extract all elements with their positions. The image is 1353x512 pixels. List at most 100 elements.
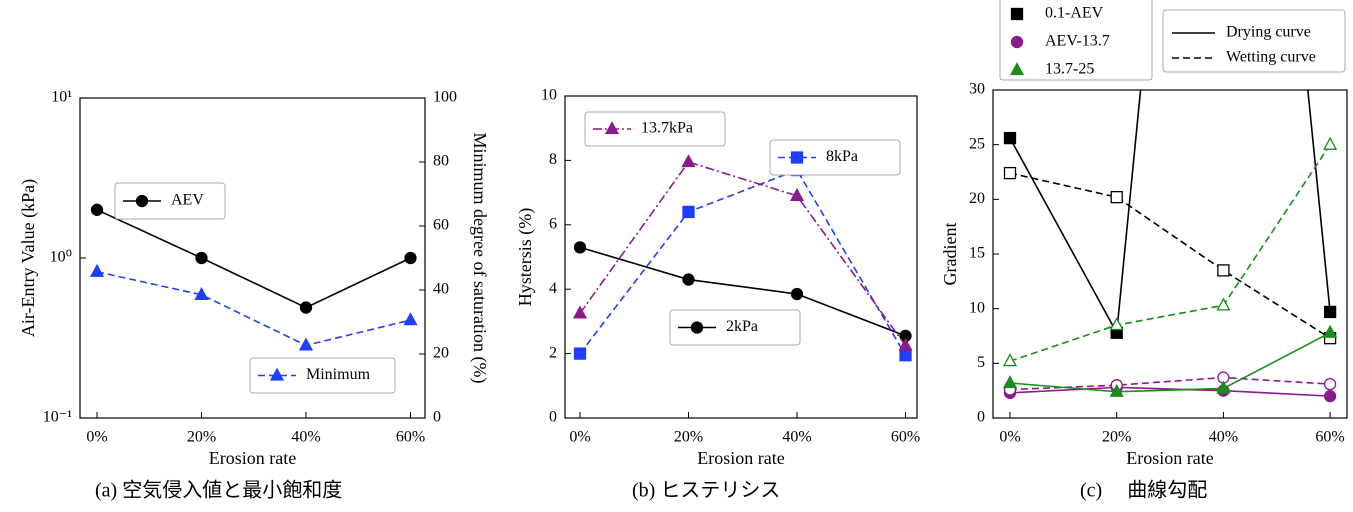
y-axis-label: Gradient: [940, 223, 960, 286]
y2-tick-label: 40: [433, 281, 449, 298]
y2-tick-label: 100: [433, 89, 457, 106]
marker: [604, 121, 620, 135]
y-tick-label: 6: [549, 215, 557, 232]
y2-tick-label: 60: [433, 217, 449, 234]
y-tick-label: 15: [969, 245, 985, 262]
series-line: [96, 270, 411, 347]
marker: [195, 251, 208, 265]
marker: [1010, 35, 1024, 49]
marker: [573, 347, 587, 360]
marker: [1217, 264, 1230, 277]
marker: [1323, 136, 1338, 150]
legend-box: [999, 0, 1153, 81]
y-tick-label: 2: [549, 344, 557, 361]
series-line: [96, 209, 411, 309]
y-tick-label: 8: [549, 151, 557, 168]
series-line: [1009, 386, 1331, 397]
series-line: [1009, 376, 1331, 391]
legend-label: 2kPa: [726, 318, 758, 335]
marker: [1109, 383, 1124, 397]
marker: [682, 273, 695, 286]
y-tick-label: 20: [969, 190, 985, 207]
marker: [90, 203, 104, 216]
y-tick-label: 5: [977, 354, 985, 371]
y2-axis-label: Minimum degree of saturation (%): [469, 133, 490, 384]
marker: [1323, 324, 1338, 338]
x-tick-label: 0%: [86, 429, 107, 446]
marker: [1002, 353, 1018, 367]
marker: [1003, 166, 1017, 180]
marker: [194, 286, 209, 300]
marker: [403, 312, 418, 326]
caption: (a) 空気侵入値と最小飽和度: [95, 479, 342, 502]
y-tick-label: 4: [549, 280, 557, 297]
legend-box: [769, 139, 901, 176]
marker: [573, 241, 587, 254]
legend-label: 13.7kPa: [641, 120, 693, 137]
marker: [681, 154, 696, 168]
marker: [1010, 7, 1024, 21]
marker: [1110, 190, 1123, 204]
x-tick-label: 40%: [1209, 429, 1238, 446]
marker: [789, 187, 805, 201]
marker: [899, 349, 912, 362]
y2-tick-label: 20: [433, 345, 449, 362]
plot-area: [89, 203, 418, 351]
x-tick-label: 60%: [396, 429, 425, 446]
plot-area: [572, 154, 913, 362]
y-tick-label: 10: [969, 299, 985, 316]
marker: [1009, 62, 1025, 76]
legend-box: [584, 111, 726, 147]
y-tick-label: 10⁻¹: [43, 409, 72, 426]
series-line: [1009, 90, 1331, 336]
plot-area: [1002, 90, 1338, 403]
legend-label: AEV: [171, 192, 204, 209]
marker: [790, 287, 804, 301]
caption: (c) 曲線勾配: [1080, 479, 1207, 502]
legend-box: [669, 309, 801, 346]
x-tick-label: 40%: [291, 429, 320, 446]
legend-box: [114, 182, 226, 220]
legend-box: [1162, 9, 1346, 73]
marker: [299, 301, 313, 314]
x-tick-label: 20%: [1102, 429, 1131, 446]
marker: [682, 205, 695, 219]
marker: [1323, 377, 1337, 391]
y-axis-label: Air-Entry Value (kPa): [18, 179, 39, 337]
x-axis-label: Erosion rate: [697, 448, 784, 468]
caption: (b) ヒステリシス: [632, 480, 780, 502]
marker: [1323, 305, 1337, 319]
legend-label: 0.1-AEV: [1045, 5, 1104, 22]
marker: [898, 337, 913, 351]
y-tick-label: 0: [549, 409, 557, 426]
marker: [298, 337, 314, 351]
legend-label: Minimum: [306, 366, 371, 383]
y-tick-label: 25: [969, 135, 985, 152]
y2-tick-label: 80: [433, 153, 449, 170]
series-line: [1009, 144, 1331, 362]
x-tick-label: 40%: [782, 429, 811, 446]
x-axis-label: Erosion rate: [209, 448, 296, 468]
marker: [1216, 380, 1231, 394]
marker: [1002, 375, 1018, 389]
marker: [404, 251, 417, 265]
plot-frame: [992, 89, 1348, 419]
series-line: [579, 169, 907, 356]
legend-label: Wetting curve: [1226, 49, 1316, 66]
marker: [690, 321, 704, 334]
legend-label: 13.7-25: [1045, 61, 1094, 78]
y-tick-label: 10⁰: [50, 249, 72, 266]
legend-label: Drying curve: [1226, 24, 1311, 41]
series-line: [1009, 172, 1331, 339]
x-tick-label: 20%: [187, 429, 216, 446]
marker: [1323, 389, 1337, 403]
y-axis-label: Hystersis (%): [515, 208, 536, 306]
legend-label: 8kPa: [826, 148, 858, 165]
y-tick-label: 30: [969, 81, 985, 98]
x-tick-label: 0%: [999, 429, 1020, 446]
y-tick-label: 10¹: [51, 89, 72, 106]
x-tick-label: 0%: [569, 429, 590, 446]
y2-tick-label: 0: [433, 409, 441, 426]
plot-frame: [564, 95, 918, 419]
